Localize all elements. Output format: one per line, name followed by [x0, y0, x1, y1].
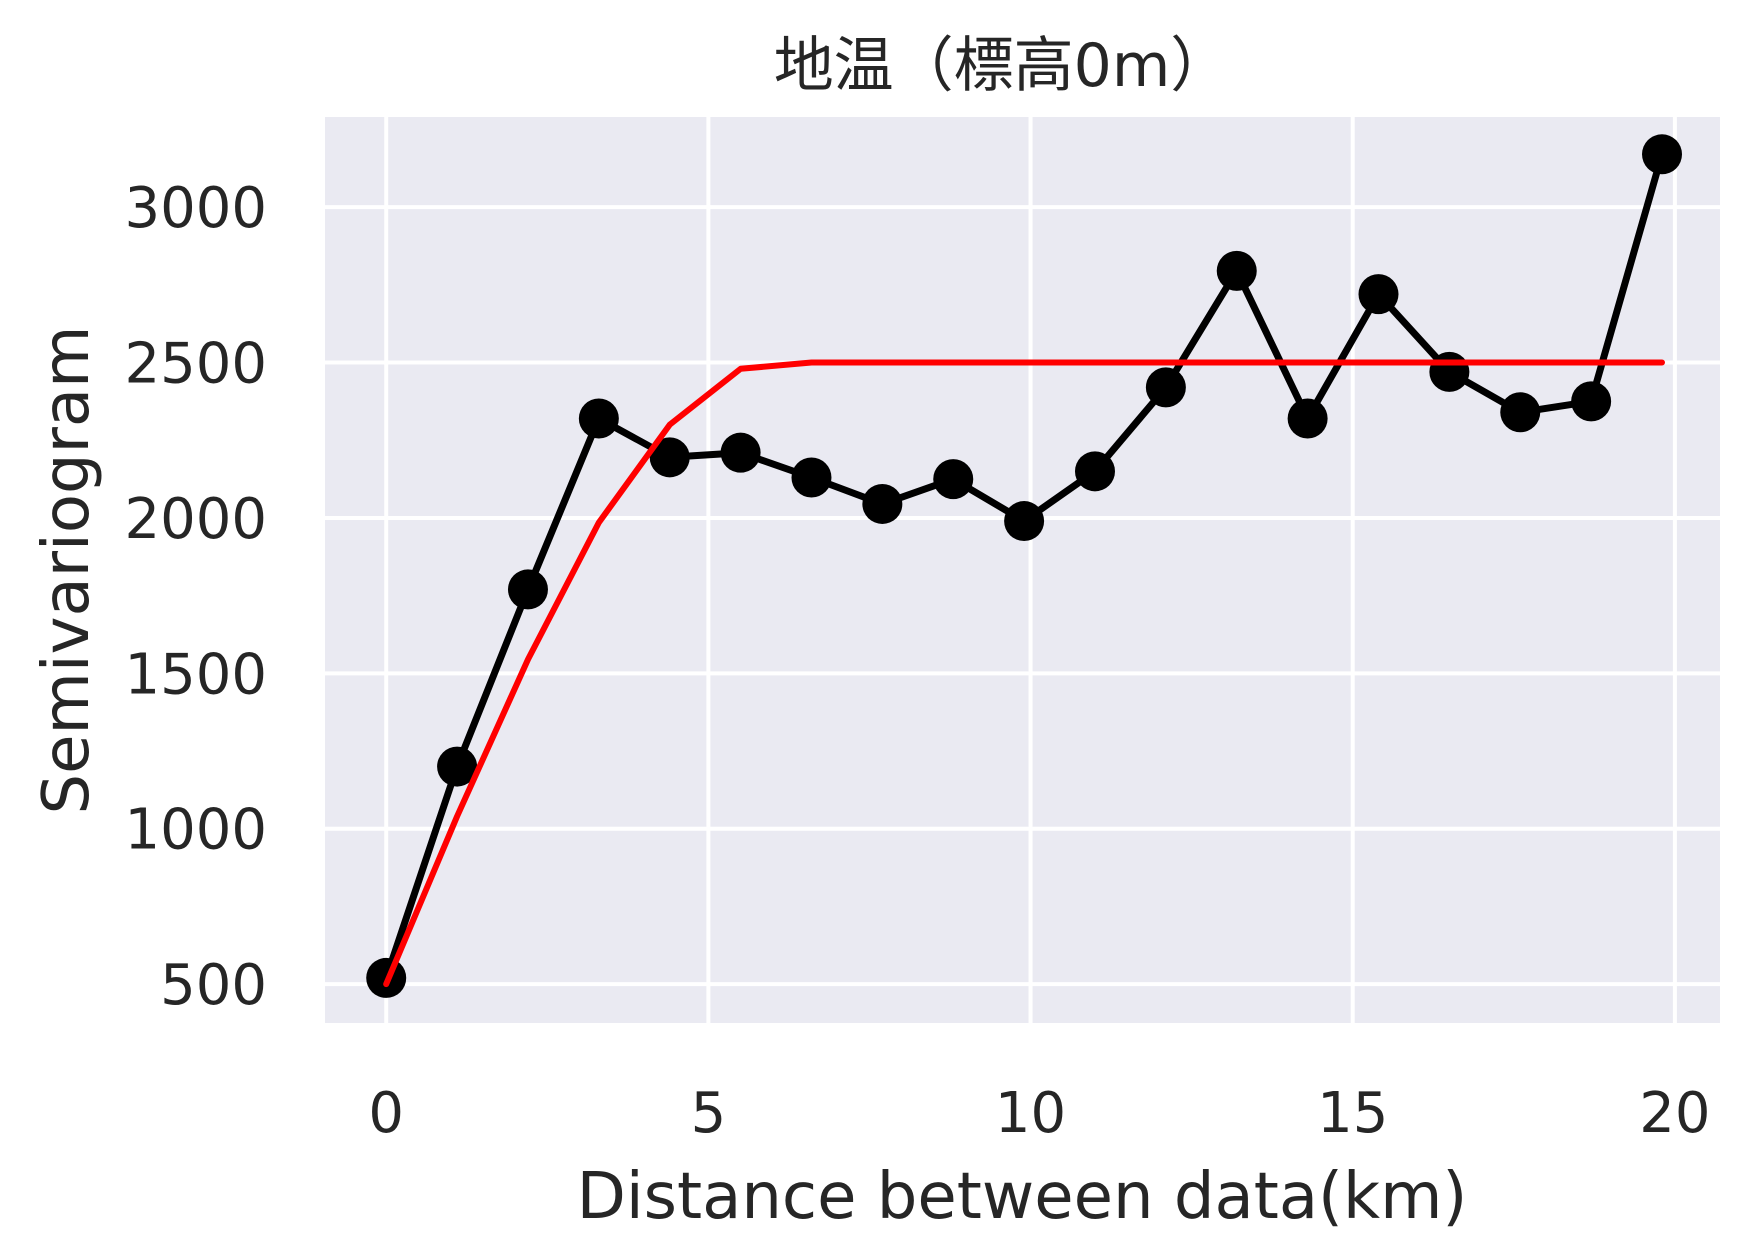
model-series-line: [383, 359, 1665, 988]
y-tick-label: 2500: [124, 332, 267, 397]
data-point: [1145, 367, 1186, 408]
series-layer: [366, 134, 1683, 998]
x-tick-label: 10: [995, 1081, 1066, 1146]
data-point: [1358, 274, 1399, 315]
data-point: [1642, 134, 1683, 175]
data-point: [1571, 381, 1612, 422]
data-point: [720, 432, 761, 473]
data-point: [791, 457, 832, 498]
data-point: [1004, 501, 1045, 542]
y-tick-label: 1000: [124, 798, 267, 863]
x-tick-label: 15: [1317, 1081, 1388, 1146]
y-tick-label: 3000: [124, 176, 267, 241]
plot-area: [325, 117, 1720, 1023]
data-point: [1216, 250, 1257, 291]
y-axis-label: Semivariogram: [30, 326, 104, 815]
x-tick-label: 20: [1639, 1081, 1710, 1146]
data-point: [1500, 392, 1541, 433]
data-point: [1429, 351, 1470, 392]
chart-title: 地温（標高0m）: [774, 31, 1231, 101]
data-point: [1287, 398, 1328, 439]
tick-labels: 0 5 10 15 20 500 1000 1500 2000 2500 3000: [124, 176, 1710, 1146]
y-tick-label: 500: [160, 953, 267, 1018]
data-point: [437, 746, 478, 787]
data-point: [578, 398, 619, 439]
data-point: [649, 437, 690, 478]
data-point: [1074, 451, 1115, 492]
x-axis-label: Distance between data(km): [577, 1160, 1468, 1234]
y-tick-label: 2000: [124, 487, 267, 552]
data-point: [933, 459, 974, 500]
data-point: [507, 569, 548, 610]
x-tick-label: 5: [691, 1081, 727, 1146]
x-tick-label: 0: [368, 1081, 404, 1146]
y-tick-label: 1500: [124, 642, 267, 707]
data-point: [862, 483, 903, 524]
